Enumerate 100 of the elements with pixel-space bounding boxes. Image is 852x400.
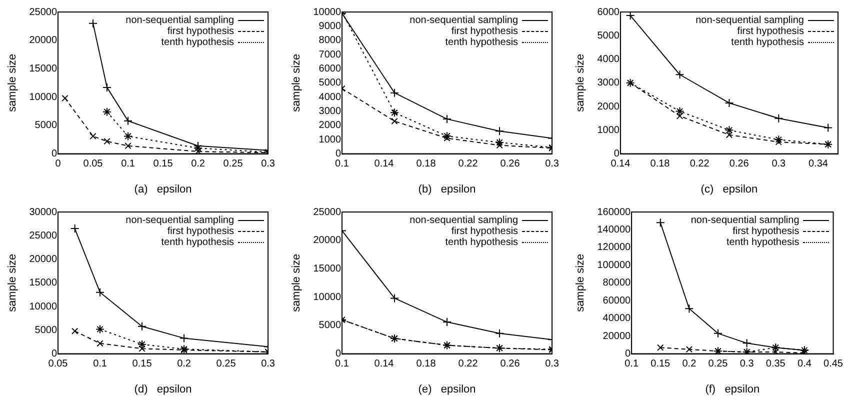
x-tick-label: 0.18 xyxy=(416,158,436,170)
x-tick-label: 0.22 xyxy=(458,358,478,370)
y-tick-label: 120000 xyxy=(597,242,631,254)
y-tick-label: 60000 xyxy=(602,295,632,306)
y-tick-label: 0 xyxy=(51,348,58,360)
x-tick-label: 0.1 xyxy=(93,358,108,370)
y-tick-label: 15000 xyxy=(29,278,58,289)
y-axis-title: sample size xyxy=(6,254,19,312)
y-tick-label: 0 xyxy=(614,148,620,160)
x-axis-title: (b) epsilon xyxy=(418,183,476,196)
y-tick-label: 10000 xyxy=(29,92,58,103)
x-tick-label: 0.15 xyxy=(153,158,174,170)
y-tick-label: 5000 xyxy=(318,320,342,332)
x-tick-label: 0.3 xyxy=(261,158,276,170)
x-tick-label: 0.4 xyxy=(798,358,812,370)
x-tick-label: 0.45 xyxy=(824,358,844,370)
y-tick-label: 5000 xyxy=(34,324,58,336)
x-axis-title: (f) epsilon xyxy=(705,383,760,396)
x-tick-label: 0.3 xyxy=(772,158,786,170)
y-tick-label: 6000 xyxy=(318,63,342,74)
x-axis-title: (a) epsilon xyxy=(134,183,192,196)
y-tick-label: 3000 xyxy=(318,106,342,118)
x-tick-label: 0.14 xyxy=(374,158,394,170)
x-axis-title: (c) epsilon xyxy=(700,183,758,196)
y-axis-title: sample size xyxy=(290,54,303,112)
x-tick-label: 0.25 xyxy=(223,158,244,170)
legend-label: first hypothesis xyxy=(451,226,518,237)
legend-label: non-sequential sampling xyxy=(126,15,234,26)
x-tick-label: 0.2 xyxy=(177,358,192,370)
y-tick-label: 4000 xyxy=(597,54,620,66)
y-tick-label: 0 xyxy=(335,348,342,360)
x-tick-label: 0.15 xyxy=(650,358,671,370)
x-tick-label: 0.35 xyxy=(766,358,786,370)
legend-label: tenth hypothesis xyxy=(161,37,234,48)
legend-label: non-sequential sampling xyxy=(126,215,234,226)
y-tick-label: 0 xyxy=(335,148,342,160)
y-axis-title: sample size xyxy=(290,254,303,312)
y-tick-label: 10000 xyxy=(313,292,342,303)
y-tick-label: 0 xyxy=(51,148,58,160)
legend-label: tenth hypothesis xyxy=(161,237,234,248)
legend-label: first hypothesis xyxy=(451,26,518,37)
y-tick-label: 5000 xyxy=(34,120,58,132)
x-tick-label: 0.26 xyxy=(729,158,750,170)
y-tick-label: 0 xyxy=(625,348,632,360)
y-tick-label: 40000 xyxy=(602,313,632,324)
x-tick-label: 0.34 xyxy=(808,158,828,170)
y-tick-label: 5000 xyxy=(597,30,620,42)
y-tick-label: 25000 xyxy=(313,206,342,218)
x-tick-label: 0.2 xyxy=(191,158,206,170)
y-axis-title: sample size xyxy=(6,54,19,112)
y-tick-label: 1000 xyxy=(597,124,620,136)
y-tick-label: 100000 xyxy=(597,260,631,271)
y-tick-label: 15000 xyxy=(29,63,58,74)
x-tick-label: 0.26 xyxy=(500,358,520,370)
y-tick-label: 25000 xyxy=(29,230,58,242)
x-tick-label: 0.14 xyxy=(374,358,394,370)
y-tick-label: 20000 xyxy=(313,235,342,246)
x-tick-label: 0.25 xyxy=(708,358,728,370)
legend-label: non-sequential sampling xyxy=(690,215,800,226)
legend-label: tenth hypothesis xyxy=(731,37,804,48)
y-tick-label: 10000 xyxy=(29,301,58,312)
y-tick-label: 15000 xyxy=(313,263,342,274)
legend-label: first hypothesis xyxy=(732,226,800,237)
x-tick-label: 0.14 xyxy=(610,158,631,170)
legend-label: non-sequential sampling xyxy=(410,215,518,226)
x-tick-label: 0.15 xyxy=(132,358,152,370)
legend-label: tenth hypothesis xyxy=(726,237,800,248)
y-tick-label: 20000 xyxy=(29,35,58,46)
x-tick-label: 0.22 xyxy=(458,158,478,170)
x-tick-label: 0.22 xyxy=(690,158,710,170)
legend-label: tenth hypothesis xyxy=(445,37,518,48)
x-tick-label: 0.05 xyxy=(48,358,68,370)
y-tick-label: 2000 xyxy=(318,120,342,132)
x-tick-label: 0.05 xyxy=(83,158,104,170)
y-tick-label: 140000 xyxy=(597,224,631,236)
x-tick-label: 0.3 xyxy=(740,358,754,370)
x-tick-label: 0.1 xyxy=(121,158,136,170)
y-tick-label: 6000 xyxy=(597,6,620,18)
legend-label: non-sequential sampling xyxy=(696,15,804,26)
x-tick-label: 0.2 xyxy=(682,358,697,370)
y-tick-label: 2000 xyxy=(597,101,620,112)
y-tick-label: 3000 xyxy=(597,78,620,89)
y-tick-label: 5000 xyxy=(318,78,342,89)
y-tick-label: 20000 xyxy=(29,254,58,266)
y-axis-title: sample size xyxy=(574,254,587,312)
y-tick-label: 80000 xyxy=(602,278,632,289)
y-tick-label: 8000 xyxy=(318,35,342,46)
x-tick-label: 0.1 xyxy=(335,158,350,170)
legend-label: non-sequential sampling xyxy=(410,15,518,26)
y-tick-label: 160000 xyxy=(597,206,631,218)
x-tick-label: 0.26 xyxy=(500,158,520,170)
x-tick-label: 0.3 xyxy=(261,358,276,370)
legend-label: first hypothesis xyxy=(167,26,234,37)
y-tick-label: 30000 xyxy=(29,206,58,218)
x-tick-label: 0.3 xyxy=(545,358,560,370)
x-tick-label: 0.25 xyxy=(216,358,236,370)
x-tick-label: 0.18 xyxy=(416,358,436,370)
x-tick-label: 0.3 xyxy=(545,158,560,170)
x-axis-title: (e) epsilon xyxy=(418,383,476,396)
y-tick-label: 20000 xyxy=(602,330,632,342)
